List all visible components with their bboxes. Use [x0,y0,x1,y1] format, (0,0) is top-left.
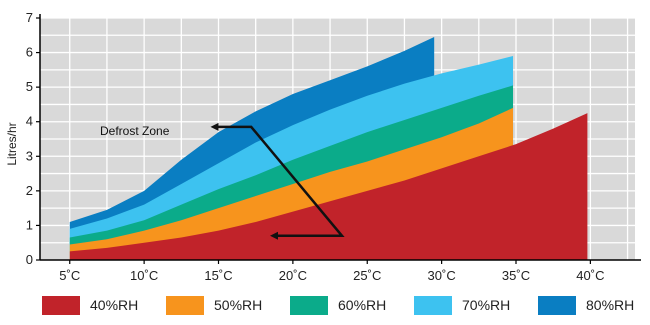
legend-label-70-pct-rh: 70%RH [462,297,510,313]
y-tick-label: 5 [26,79,33,94]
plot-axes: 0 1 2 3 4 5 6 7 5˚C 10˚C 15˚C 20˚C 25˚C 30˚C 35˚C 40˚C L… [5,10,641,283]
y-tick-label: 2 [26,183,33,198]
x-tick-label: 40˚C [576,268,604,283]
legend-label-40-pct-rh: 40%RH [90,297,138,313]
legend-label-60-pct-rh: 60%RH [338,297,386,313]
x-tick-label: 10˚C [130,268,158,283]
area-40-pct-rh [69,113,588,260]
y-axis-title: Litres/hr [5,122,19,165]
x-tick-label: 5˚C [59,268,80,283]
legend-label-80-pct-rh: 80%RH [586,297,634,313]
legend-swatch-40-pct-rh [42,296,80,315]
y-tick-label: 4 [26,114,33,129]
x-tick-label: 20˚C [279,268,307,283]
x-tick-label: 15˚C [204,268,232,283]
legend-swatch-60-pct-rh [290,296,328,315]
y-tick-label: 3 [26,148,33,163]
x-tick-label: 35˚C [502,268,530,283]
y-tick-label: 6 [26,45,33,60]
legend-swatch-70-pct-rh [414,296,452,315]
y-tick-label: 0 [26,252,33,267]
x-tick-label: 25˚C [353,268,381,283]
defrost-zone-arrow-line [218,125,345,238]
y-tick-label: 7 [26,10,33,25]
defrost-zone-annotation: Defrost Zone [100,122,345,240]
legend-label-50-pct-rh: 50%RH [214,297,262,313]
y-tick-label: 1 [26,217,33,232]
legend-swatch-50-pct-rh [166,296,204,315]
defrost-zone-label: Defrost Zone [100,124,170,138]
legend-swatch-80-pct-rh [538,296,576,315]
defrost-zone-arrowhead-top [210,122,219,131]
x-tick-label: 30˚C [428,268,456,283]
plot-areas [69,37,588,261]
legend: 40%RH 50%RH 60%RH 70%RH 80%RH [42,296,634,315]
defrost-zone-arrowhead-bottom [270,231,278,240]
